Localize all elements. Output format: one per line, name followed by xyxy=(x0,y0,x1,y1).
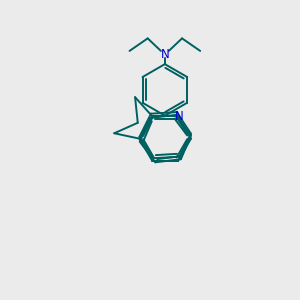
Text: N: N xyxy=(175,110,184,123)
Text: N: N xyxy=(160,48,169,61)
